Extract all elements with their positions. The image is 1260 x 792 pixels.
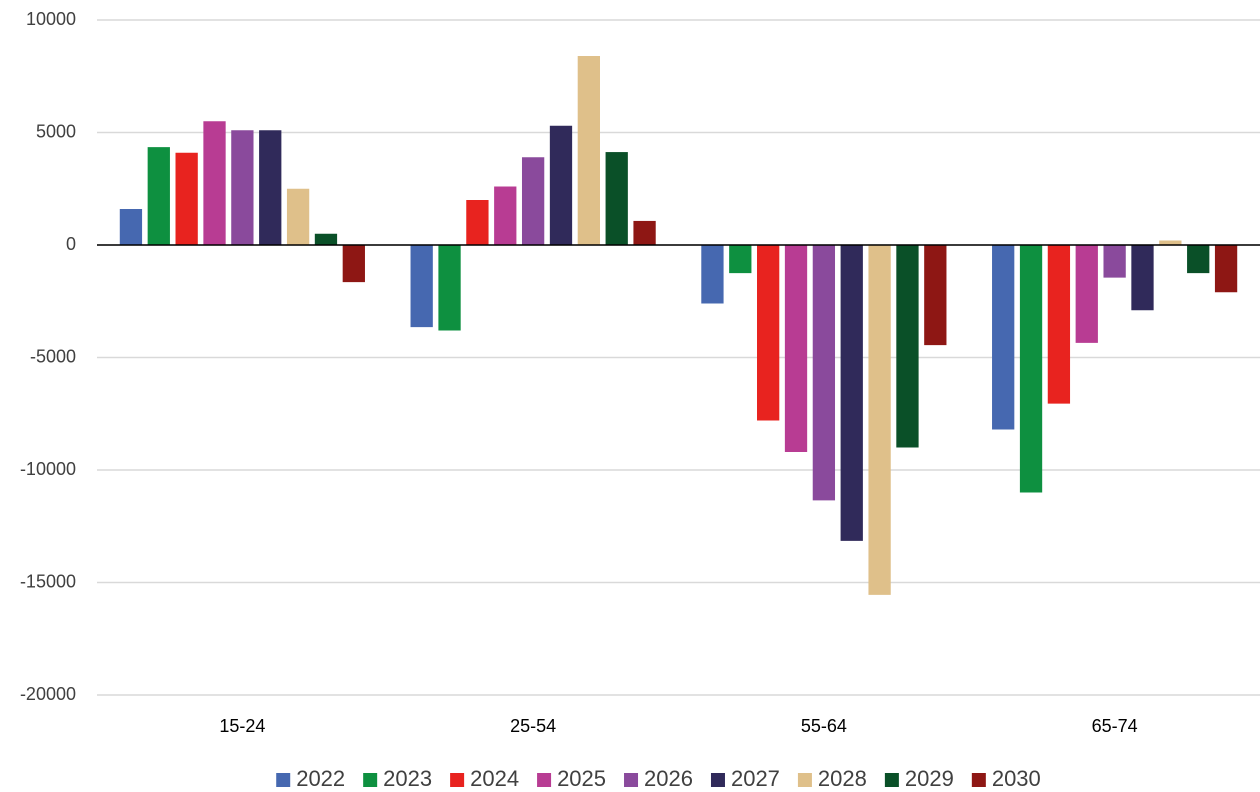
bar (1214, 245, 1238, 293)
bar (119, 209, 143, 245)
bar (521, 157, 545, 245)
bar (992, 245, 1015, 430)
legend-swatch (797, 773, 812, 787)
bar (633, 220, 656, 245)
legend-label: 2028 (818, 766, 867, 791)
bar (410, 245, 433, 328)
y-tick-label: 0 (66, 234, 76, 254)
bar (577, 56, 600, 245)
bar (286, 188, 310, 245)
legend-swatch (537, 773, 552, 787)
legend-swatch (971, 773, 986, 787)
bar (147, 147, 170, 245)
bar (1075, 245, 1098, 343)
bar (494, 186, 517, 245)
bar (840, 245, 863, 541)
bar (924, 245, 947, 346)
legend-label: 2029 (905, 766, 954, 791)
bar (1187, 245, 1210, 274)
bar (314, 233, 338, 245)
bar (1103, 245, 1126, 278)
legend-label: 2030 (992, 766, 1041, 791)
bar (812, 245, 836, 501)
legend-swatch (624, 773, 639, 787)
legend-swatch (450, 773, 465, 787)
bar (868, 245, 891, 595)
bar (784, 245, 808, 452)
legend-label: 2026 (644, 766, 693, 791)
y-tick-label: -15000 (20, 571, 76, 591)
legend-swatch (363, 773, 378, 787)
x-tick-label: 15-24 (219, 716, 265, 736)
bar (203, 121, 226, 245)
y-tick-label: -20000 (20, 684, 76, 704)
bar (342, 245, 365, 283)
y-tick-label: -10000 (20, 459, 76, 479)
legend-label: 2022 (296, 766, 345, 791)
bar (259, 130, 282, 245)
x-tick-label: 55-64 (801, 716, 847, 736)
bar (729, 245, 752, 274)
legend-swatch (884, 773, 899, 787)
bar (1047, 245, 1071, 404)
legend-label: 2024 (470, 766, 519, 791)
y-tick-label: 5000 (36, 121, 76, 141)
x-tick-label: 65-74 (1092, 716, 1138, 736)
bar (231, 130, 254, 245)
bar (1159, 240, 1182, 245)
legend-label: 2025 (557, 766, 606, 791)
bar (1131, 245, 1154, 311)
legend-swatch (710, 773, 725, 787)
legend-label: 2023 (383, 766, 432, 791)
bar (605, 152, 628, 245)
bar (466, 200, 489, 245)
y-tick-label: -5000 (30, 346, 76, 366)
x-tick-label: 25-54 (510, 716, 556, 736)
bar (549, 125, 573, 245)
legend-label: 2027 (731, 766, 780, 791)
bar (1019, 245, 1043, 493)
bar (175, 152, 198, 245)
bar (438, 245, 461, 331)
bar (896, 245, 919, 448)
bar (757, 245, 780, 421)
legend-swatch (276, 773, 291, 787)
bar (701, 245, 724, 304)
y-tick-label: 10000 (26, 9, 76, 29)
